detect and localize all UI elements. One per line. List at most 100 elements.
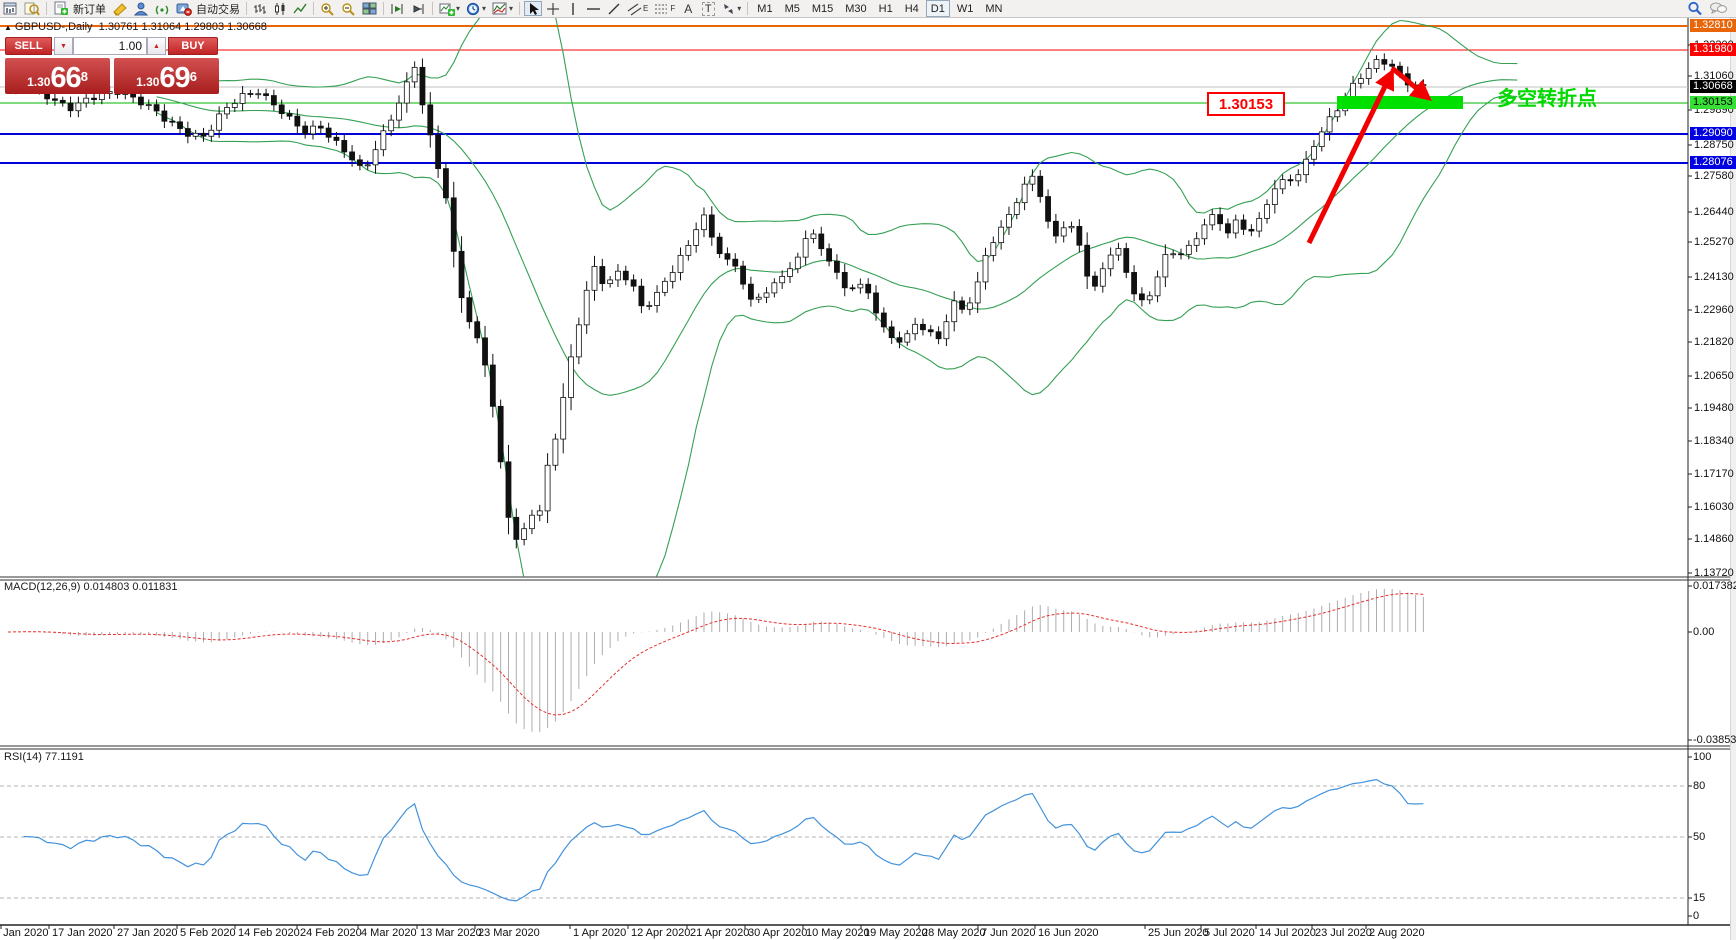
equidistant-channel-tool-button[interactable]: E (625, 1, 650, 16)
timeframe-button-m15[interactable]: M15 (811, 2, 834, 15)
new-chart-window-button[interactable] (1, 1, 20, 16)
price-callout-label[interactable]: 1.30153 (1207, 92, 1285, 116)
trendline-icon (608, 3, 620, 14)
sell-price-big: 66 (50, 62, 81, 94)
trend-arrow-up[interactable] (1306, 68, 1395, 245)
timeframe-button-m30[interactable]: M30 (845, 2, 867, 15)
date-tick-label: 1 Apr 2020 (573, 927, 627, 939)
volume-input[interactable] (73, 37, 147, 55)
horizontal-line-tool-button[interactable] (584, 1, 603, 16)
new-order-label[interactable]: 新订单 (73, 3, 106, 16)
spin-up-icon: ▲ (153, 42, 160, 50)
right-scroll-strip[interactable] (1730, 17, 1736, 940)
autoscroll-icon (391, 3, 403, 14)
turning-point-band[interactable] (1337, 96, 1463, 109)
profiles-magnifier-icon (24, 2, 40, 16)
price-tick-label: 1.17170 (1694, 468, 1734, 480)
expert-advisor-icon (134, 2, 149, 15)
chart-title: ▲ GBPUSD-,Daily 1.30761 1.31064 1.29803 1… (4, 21, 267, 33)
chart-autoscroll-button[interactable] (388, 1, 407, 16)
bar-chart-icon (254, 3, 266, 14)
price-tick-label: 1.27580 (1694, 170, 1734, 182)
trend-arrow-down[interactable] (1390, 66, 1432, 102)
rsi-axis-label: 0 (1693, 910, 1700, 922)
volume-increase-button[interactable]: ▲ (147, 37, 166, 55)
profiles-button[interactable] (22, 1, 42, 16)
zoom-out-icon (342, 2, 355, 16)
signals-button[interactable] (153, 1, 172, 16)
zoom-in-button[interactable] (318, 1, 337, 16)
rsi-value: 77.1191 (44, 751, 84, 763)
price-tick-label: 1.16030 (1694, 501, 1734, 513)
price-tick-label: 1.28750 (1694, 139, 1734, 151)
date-tick-label: 10 May 2020 (806, 927, 870, 939)
timeframe-button-mn[interactable]: MN (985, 2, 1003, 15)
fibonacci-tool-button[interactable]: F (652, 1, 677, 16)
sell-price-pip: 8 (80, 69, 88, 84)
sell-button[interactable]: SELL (5, 37, 52, 55)
bar-chart-mode-button[interactable] (251, 1, 269, 16)
tile-windows-button[interactable] (360, 1, 379, 16)
chart-shift-button[interactable] (409, 1, 428, 16)
text-label-tool-button[interactable]: T (699, 1, 717, 16)
date-tick-label: 12 Apr 2020 (631, 927, 691, 939)
timeframe-toolbar: M1 M5 M15 M30 H1 H4 D1 W1 MN (751, 0, 1008, 17)
collapse-triangle-icon[interactable]: ▲ (4, 23, 12, 32)
date-tick-label: 30 Apr 2020 (748, 927, 808, 939)
rsi-name: RSI(14) (4, 751, 42, 763)
buy-button[interactable]: BUY (168, 37, 218, 55)
period-selector-button[interactable]: ▾ (464, 1, 488, 16)
candlestick-icon (275, 2, 285, 15)
toolbar-separator (519, 2, 521, 15)
price-tick-label: 1.21820 (1694, 336, 1734, 348)
text-tool-button[interactable]: A (679, 1, 697, 16)
crayon-icon (113, 2, 127, 16)
timeframe-button-h1[interactable]: H1 (878, 2, 893, 15)
autotrading-button[interactable] (174, 1, 194, 16)
sell-price-prefix: 1.30 (27, 75, 51, 89)
buy-price-panel[interactable]: 1.30 69 6 (114, 58, 219, 94)
timeframe-button-h4[interactable]: H4 (904, 2, 919, 15)
price-tick-label: 1.20650 (1694, 370, 1734, 382)
date-tick-label: 14 Jul 2020 (1259, 927, 1316, 939)
sell-price-panel[interactable]: 1.30 66 8 (5, 58, 110, 94)
date-tick-label: 17 Jan 2020 (52, 927, 113, 939)
tile-windows-icon (362, 2, 377, 14)
chevron-down-icon: ▾ (737, 4, 742, 13)
price-tag-label: 1.30153 (1690, 96, 1736, 109)
date-tick-label: 23 Jul 2020 (1315, 927, 1372, 939)
new-order-button[interactable] (51, 1, 71, 16)
community-chat-button[interactable] (1707, 1, 1729, 16)
date-tick-label: 5 Feb 2020 (180, 927, 236, 939)
cursor-arrow-icon (529, 2, 539, 15)
volume-decrease-button[interactable]: ▼ (54, 37, 73, 55)
indicators-button[interactable]: ▾ (490, 1, 515, 16)
search-button[interactable] (1685, 1, 1705, 16)
price-tick-label: 1.14860 (1694, 533, 1734, 545)
date-tick-label: 5 Jul 2020 (1204, 927, 1255, 939)
vertical-line-tool-button[interactable] (564, 1, 582, 16)
date-tick-label: 28 May 2020 (922, 927, 986, 939)
price-tick-label: 1.25270 (1694, 236, 1734, 248)
timeframe-button-m5[interactable]: M5 (784, 2, 800, 15)
timeframe-button-d1[interactable]: D1 (925, 0, 950, 17)
timeframe-button-m1[interactable]: M1 (757, 2, 773, 15)
line-chart-mode-button[interactable] (291, 1, 309, 16)
zoom-out-button[interactable] (339, 1, 358, 16)
arrows-tool-button[interactable]: ▾ (719, 1, 743, 16)
candlestick-mode-button[interactable] (271, 1, 289, 16)
chevron-down-icon: ▾ (482, 4, 487, 13)
price-tag-label: 1.32810 (1690, 19, 1736, 32)
turning-point-annotation[interactable]: 多空转折点 (1497, 88, 1597, 110)
expert-advisors-button[interactable] (132, 1, 151, 16)
timeframe-button-w1[interactable]: W1 (956, 2, 974, 15)
new-chart-button[interactable]: ▾ (437, 1, 462, 16)
crayon-tool-button[interactable] (110, 1, 130, 16)
trendline-tool-button[interactable] (605, 1, 623, 16)
crosshair-tool-button[interactable] (544, 1, 562, 16)
buy-price-prefix: 1.30 (136, 75, 160, 89)
price-tick-label: 1.13720 (1694, 567, 1734, 579)
cursor-tool-button[interactable] (524, 1, 543, 16)
autotrading-label[interactable]: 自动交易 (196, 3, 240, 16)
